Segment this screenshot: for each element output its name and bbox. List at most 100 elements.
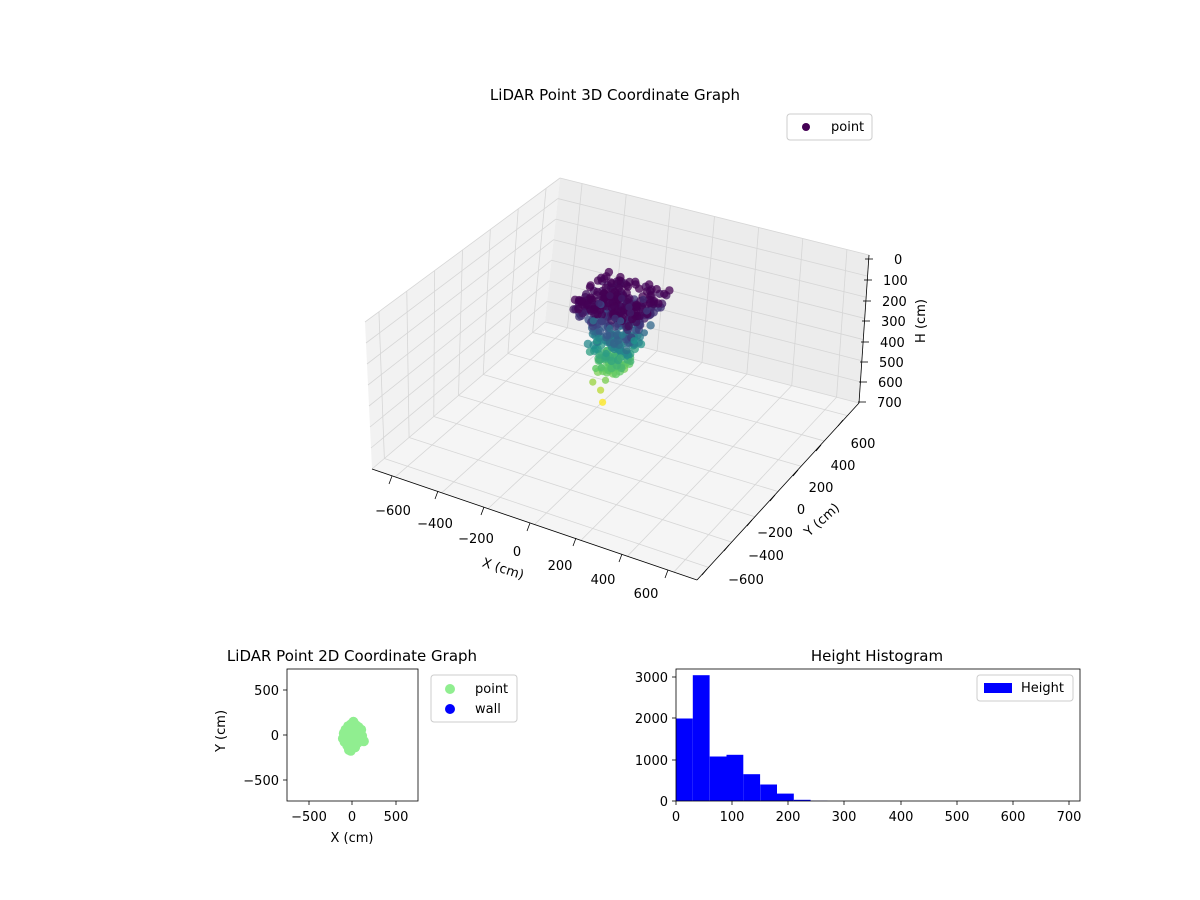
gridline-3d: [507, 208, 519, 354]
point-marker-2d: [341, 727, 352, 738]
legend-histogram-frame: [976, 674, 1074, 702]
y-tick-label-2d: 500: [254, 684, 279, 699]
gridline-3d: [365, 198, 559, 344]
x-tick-label-3d: −200: [458, 532, 494, 547]
gridline-3d: [364, 177, 561, 323]
point-marker-2d: [350, 742, 361, 753]
point-marker-3d: [654, 299, 663, 308]
histogram-title: Height Histogram: [811, 647, 943, 665]
gridline-3d: [836, 249, 848, 398]
plot-frame-histogram: [675, 668, 1081, 802]
gridline-3d: [406, 291, 410, 438]
point-marker-3d: [645, 280, 654, 289]
point-marker-3d: [616, 272, 625, 282]
x-ticks-3d: [388, 475, 669, 579]
point-marker-3d: [630, 337, 638, 345]
point-marker-3d: [602, 331, 612, 340]
chart-2d: LiDAR Point 2D Coordinate Graph −500 0 5…: [214, 647, 518, 846]
y-tick-label-histogram: 2000: [635, 712, 668, 727]
gridline-3d: [482, 229, 491, 375]
x-ticks-histogram: [675, 801, 1070, 805]
point-marker-3d: [646, 291, 655, 300]
gridline-3d: [701, 216, 715, 363]
gridline-3d: [567, 183, 583, 328]
point-marker-3d: [632, 300, 641, 310]
point-marker-3d: [599, 398, 607, 406]
gridline-3d: [371, 321, 546, 470]
x-axis-label-2d: X (cm): [331, 831, 374, 846]
y-tick-label-3d: 200: [809, 481, 834, 496]
y-tick-label-histogram: 3000: [635, 671, 668, 686]
point-marker-3d: [589, 317, 597, 325]
gridline-3d: [507, 353, 825, 442]
z-tick-label-3d: 200: [882, 295, 907, 310]
y-tick-label-3d: −400: [748, 549, 784, 564]
x-tick-label-histogram: 500: [945, 810, 970, 825]
point-marker-3d: [593, 276, 603, 285]
point-marker-3d: [595, 334, 603, 342]
point-marker-3d: [586, 281, 595, 290]
point-marker-3d: [602, 349, 610, 358]
chart-histogram: Height Histogram 0 100 200 300 400 500 6…: [635, 647, 1082, 825]
legend-histogram-label: Height: [1021, 681, 1064, 696]
histogram-bars: [676, 675, 828, 801]
x-tick-label-histogram: 700: [1057, 810, 1082, 825]
point-marker-3d: [603, 298, 613, 308]
point-marker-3d: [622, 345, 631, 355]
legend-3d-label: point: [831, 120, 864, 135]
chart-3d-title: LiDAR Point 3D Coordinate Graph: [490, 86, 740, 104]
histogram-bar: [777, 793, 794, 801]
legend-3d-marker: [802, 123, 810, 131]
point-marker-3d: [616, 354, 625, 362]
z-tick-label-3d: 300: [881, 315, 906, 330]
x-tick-label-3d: 400: [591, 573, 616, 588]
gridline-3d: [580, 373, 748, 541]
x-axis-line: [371, 468, 698, 581]
point-marker-3d: [626, 309, 635, 317]
pane-back-left: [365, 178, 560, 469]
point-marker-3d: [618, 331, 626, 339]
point-marker-3d: [611, 314, 619, 322]
x-tick-label-3d: 0: [513, 545, 521, 560]
point-marker-3d: [627, 357, 635, 366]
z-tick-label-3d: 700: [877, 396, 902, 411]
y-tick-label-3d: 0: [797, 503, 805, 518]
gridline-3d: [370, 301, 548, 449]
y-tick-label-histogram: 0: [660, 795, 668, 810]
point-marker-3d: [610, 302, 619, 311]
point-marker-3d: [595, 299, 603, 307]
y-tick-label-3d: 600: [851, 437, 876, 452]
x-tick-label-2d: 500: [384, 810, 409, 825]
point-marker-3d: [623, 282, 633, 291]
point-marker-3d: [635, 284, 644, 293]
legend-2d-marker-point: [445, 684, 455, 694]
pane-back-right: [545, 178, 869, 403]
z-tick-label-3d: 100: [883, 274, 908, 289]
point-marker-3d: [597, 364, 605, 372]
x-ticks-2d: [308, 801, 397, 805]
z-tick-label-3d: 0: [894, 253, 902, 268]
point-marker-3d: [625, 303, 633, 311]
gridline-3d: [369, 280, 550, 428]
point-marker-3d: [604, 267, 614, 277]
point-marker-3d: [592, 364, 600, 373]
y-ticks-histogram: [672, 676, 676, 802]
y-tick-label-histogram: 1000: [635, 754, 668, 769]
z-axis-label-3d: H (cm): [914, 299, 929, 343]
histogram-bar: [743, 774, 761, 801]
point-marker-3d: [623, 295, 632, 304]
x-tick-label-histogram: 400: [889, 810, 914, 825]
x-tick-label-3d: −400: [417, 517, 453, 532]
gridline-3d: [746, 227, 760, 375]
chart-2d-title: LiDAR Point 2D Coordinate Graph: [227, 647, 477, 665]
points-2d: [337, 716, 369, 756]
histogram-bar: [793, 799, 811, 801]
x-tick-label-3d: 600: [634, 587, 659, 602]
point-marker-3d: [639, 295, 647, 303]
y-tick-label-3d: −600: [728, 573, 764, 588]
gridline-3d: [483, 374, 802, 467]
histogram-bar: [676, 718, 693, 801]
y-tick-label-2d: 0: [271, 729, 279, 744]
point-marker-3d: [640, 329, 649, 337]
